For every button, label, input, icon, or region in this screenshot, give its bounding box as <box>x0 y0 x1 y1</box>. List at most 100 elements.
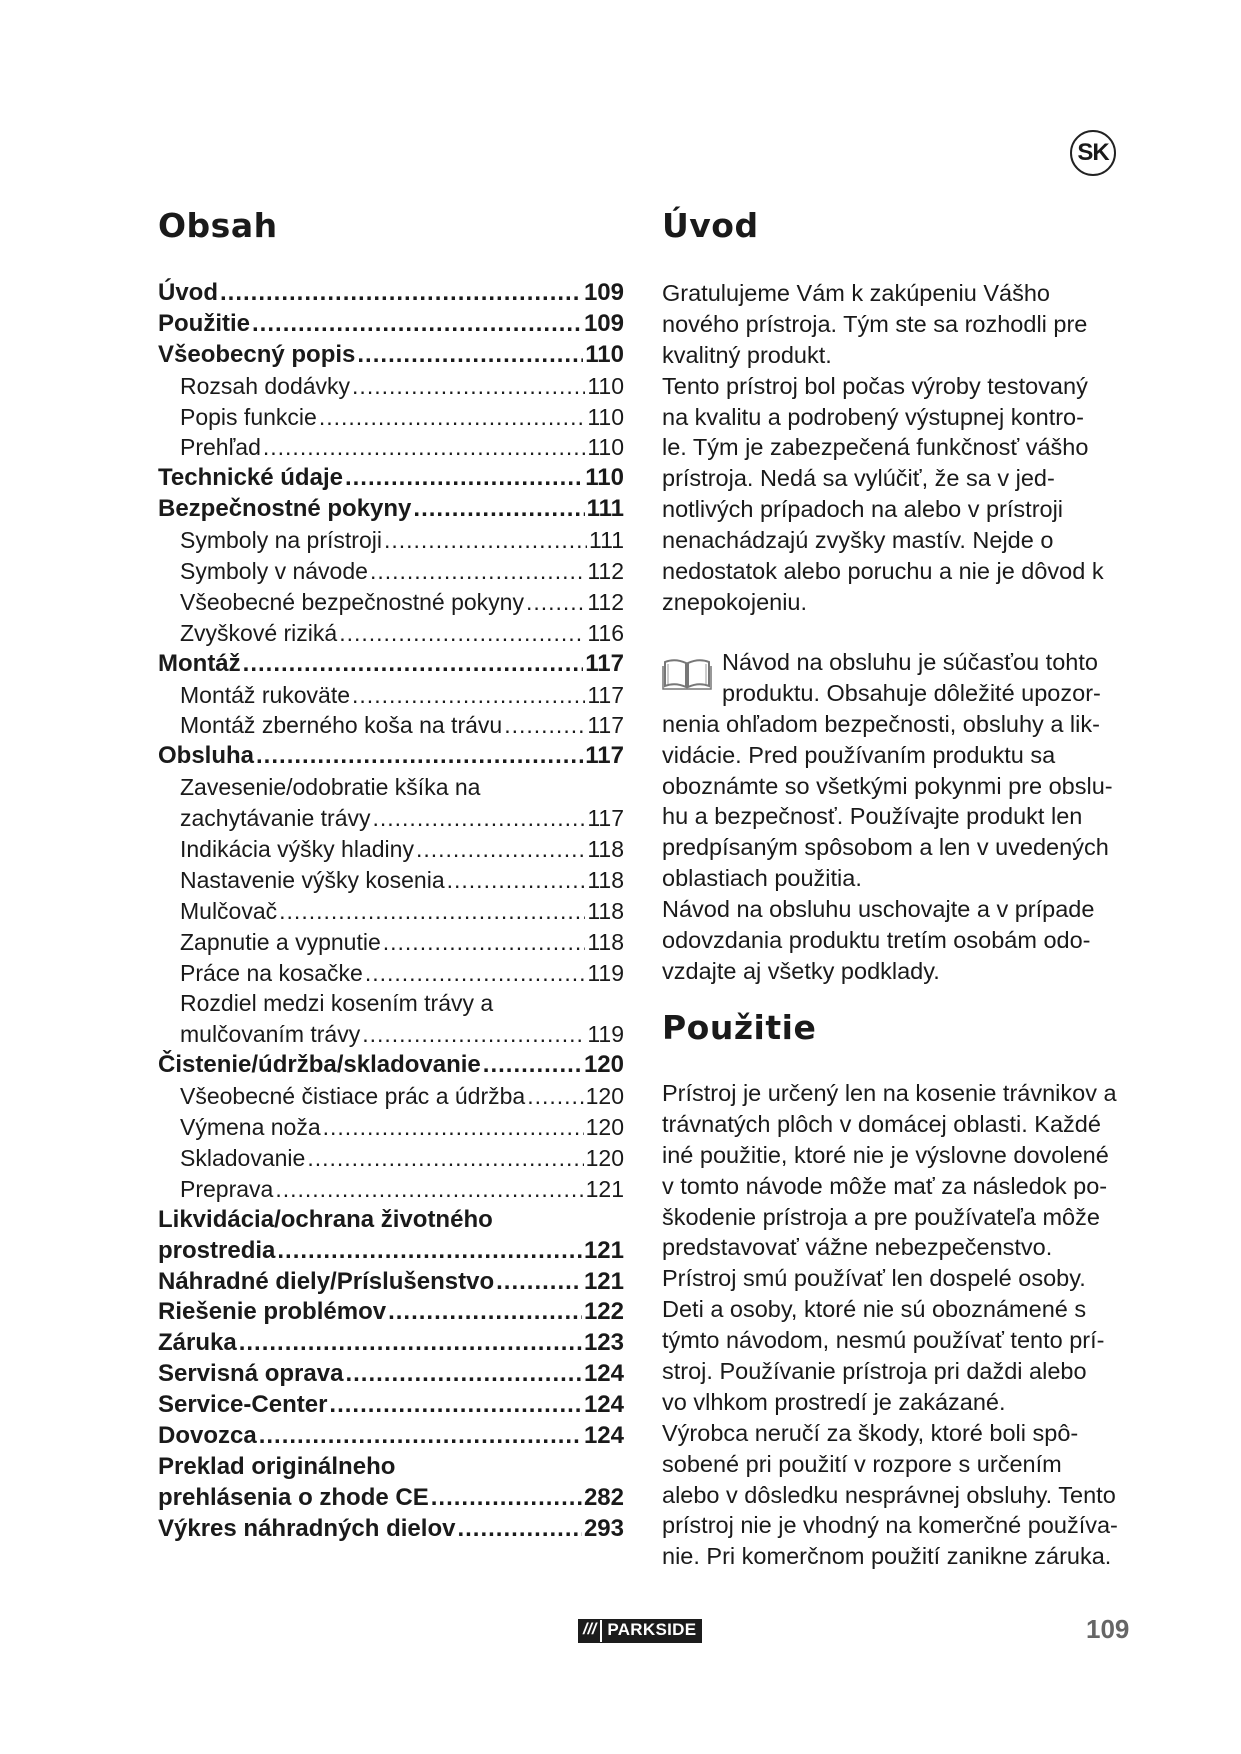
toc-entry-page: 110 <box>587 403 624 430</box>
toc-leader-dots <box>413 494 584 525</box>
toc-leader-dots <box>275 1174 583 1205</box>
toc-entry-page: 110 <box>585 464 624 492</box>
toc-entry[interactable]: Symboly na prístroji 111 <box>158 525 624 556</box>
toc-entry[interactable]: Záruka 123 <box>158 1328 624 1359</box>
toc-entry[interactable]: Bezpečnostné pokyny 111 <box>158 494 624 525</box>
toc-entry-label: Výkres náhradných dielov <box>158 1514 456 1542</box>
toc-leader-dots <box>329 1390 582 1421</box>
open-book-icon <box>662 659 712 690</box>
toc-leader-dots <box>279 896 585 927</box>
toc-entry[interactable]: Práce na kosačke 119 <box>158 958 624 989</box>
toc-entry-label: Technické údaje <box>158 464 343 492</box>
toc-leader-dots <box>352 371 585 402</box>
text-line: Návod na obsluhu je súčasťou tohto <box>722 649 1098 675</box>
toc-entry[interactable]: Čistenie/údržba/skladovanie 120 <box>158 1050 624 1081</box>
toc-entry-page: 112 <box>587 558 624 585</box>
toc-entry[interactable]: Dovozca 124 <box>158 1421 624 1452</box>
toc-entry-page: 121 <box>583 1236 624 1264</box>
toc-entry-page: 293 <box>583 1514 624 1542</box>
toc-entry[interactable]: Riešenie problémov 122 <box>158 1297 624 1328</box>
text-line: predpísaným spôsobom a len v uvedených <box>662 834 1109 861</box>
toc-entry[interactable]: Popis funkcie 110 <box>158 402 624 433</box>
toc-leader-dots <box>243 649 584 680</box>
toc-entry-label: Mulčovač <box>180 897 278 924</box>
toc-entry-label: Montáž zberného koša na trávu <box>180 712 503 739</box>
toc-entry[interactable]: zachytávanie trávy 117 <box>158 803 624 834</box>
parkside-logo: /// PARKSIDE <box>578 1619 703 1643</box>
toc-leader-dots <box>372 803 585 834</box>
toc-entry[interactable]: mulčovaním trávy 119 <box>158 1019 624 1050</box>
toc-entry-label: Všeobecné bezpečnostné pokyny <box>180 588 524 615</box>
toc-entry[interactable]: Zvyškové riziká 116 <box>158 618 624 649</box>
toc-entry[interactable]: Všeobecné čistiace prác a údržba 120 <box>158 1081 624 1112</box>
toc-entry-page: 118 <box>587 928 624 955</box>
toc-entry-label: Zvyškové riziká <box>180 619 338 646</box>
toc-entry[interactable]: Servisná oprava 124 <box>158 1359 624 1390</box>
pouzitie-paragraph: Prístroj je určený len na kosenie trávni… <box>662 1078 1142 1572</box>
toc-entry[interactable]: Symboly v návode 112 <box>158 556 624 587</box>
toc-entry-label: Preprava <box>180 1175 274 1202</box>
toc-entry[interactable]: Preprava 121 <box>158 1174 624 1205</box>
text-line: stroj. Používanie prístroja pri daždi al… <box>662 1358 1087 1385</box>
toc-entry[interactable]: Service-Center 124 <box>158 1390 624 1421</box>
toc-entry-label: Obsluha <box>158 742 255 770</box>
text-line: produktu. Obsahuje dôležité upozor- <box>722 679 1101 706</box>
text-line: nenachádzajú zvyšky mastív. Nejde o <box>662 527 1054 554</box>
toc-entry-label: Service-Center <box>158 1391 328 1419</box>
toc-entry[interactable]: Všeobecný popis 110 <box>158 340 624 371</box>
toc-leader-dots <box>388 1297 582 1328</box>
toc-leader-dots <box>259 1421 582 1452</box>
toc-entry[interactable]: Nastavenie výšky kosenia 118 <box>158 865 624 896</box>
toc-leader-dots <box>319 402 586 433</box>
toc-entry-label: Zavesenie/odobratie kšíka na <box>180 774 481 801</box>
toc-leader-dots <box>496 1267 582 1298</box>
toc-entry-page: 117 <box>585 742 624 770</box>
toc-entry[interactable]: Náhradné diely/Príslušenstvo 121 <box>158 1267 624 1298</box>
toc-entry[interactable]: Úvod 109 <box>158 278 624 309</box>
toc-leader-dots <box>239 1328 582 1359</box>
toc-entry-label: Servisná oprava <box>158 1360 344 1388</box>
toc-entry[interactable]: Použitie 109 <box>158 309 624 340</box>
toc-leader-dots <box>362 1019 585 1050</box>
text-line: predstavovať vážne nebezpečenstvo. <box>662 1234 1053 1261</box>
toc-entry[interactable]: Skladovanie 120 <box>158 1143 624 1174</box>
pouzitie-heading: Použitie <box>662 1008 817 1047</box>
toc-leader-dots <box>352 680 585 711</box>
toc-entry[interactable]: Zapnutie a vypnutie 118 <box>158 927 624 958</box>
toc-leader-dots <box>307 1143 583 1174</box>
text-line: nedostatok alebo poruchu a nie je dôvod … <box>662 558 1104 585</box>
toc-entry-label: Bezpečnostné pokyny <box>158 495 412 523</box>
toc-entry[interactable]: prostredia 121 <box>158 1236 624 1267</box>
toc-entry[interactable]: Mulčovač 118 <box>158 896 624 927</box>
text-line: notlivých prípadoch na alebo v prístroji <box>662 496 1064 523</box>
toc-entry[interactable]: Výmena noža 120 <box>158 1112 624 1143</box>
toc-entry[interactable]: Rozsah dodávky 110 <box>158 371 624 402</box>
toc-entry[interactable]: Montáž rukoväte 117 <box>158 680 624 711</box>
toc-entry[interactable]: Likvidácia/ochrana životného <box>158 1205 624 1236</box>
toc-entry-page: 121 <box>583 1267 624 1295</box>
toc-leader-dots <box>457 1514 581 1545</box>
toc-leader-dots <box>252 309 582 340</box>
text-line: Tento prístroj bol počas výroby testovan… <box>662 372 1088 399</box>
toc-entry-page: 120 <box>585 1083 624 1110</box>
toc-entry[interactable]: prehlásenia o zhode CE 282 <box>158 1483 624 1514</box>
toc-entry[interactable]: Prehľad 110 <box>158 432 624 463</box>
toc-entry[interactable]: Preklad originálneho <box>158 1452 624 1483</box>
toc-entry[interactable]: Zavesenie/odobratie kšíka na <box>158 772 624 803</box>
toc-entry[interactable]: Montáž 117 <box>158 649 624 680</box>
toc-entry-label: Náhradné diely/Príslušenstvo <box>158 1267 495 1295</box>
toc-entry[interactable]: Indikácia výšky hladiny 118 <box>158 834 624 865</box>
toc-entry[interactable]: Výkres náhradných dielov 293 <box>158 1514 624 1545</box>
toc-entry-page: 119 <box>587 1021 624 1048</box>
toc-entry[interactable]: Obsluha 117 <box>158 741 624 772</box>
toc-leader-dots <box>345 463 583 494</box>
toc-entry[interactable]: Rozdiel medzi kosením trávy a <box>158 988 624 1019</box>
toc-leader-dots <box>220 278 582 309</box>
toc-entry[interactable]: Technické údaje 110 <box>158 463 624 494</box>
toc-entry[interactable]: Všeobecné bezpečnostné pokyny 112 <box>158 587 624 618</box>
toc-entry[interactable]: Montáž zberného koša na trávu 117 <box>158 710 624 741</box>
text-line: vidácie. Pred používaním produktu sa <box>662 741 1056 768</box>
toc-entry-label: Čistenie/údržba/skladovanie <box>158 1051 481 1079</box>
text-line: prístroj nie je vhodný na komerčné použí… <box>662 1512 1118 1539</box>
toc-entry-label: Rozdiel medzi kosením trávy a <box>180 990 494 1017</box>
